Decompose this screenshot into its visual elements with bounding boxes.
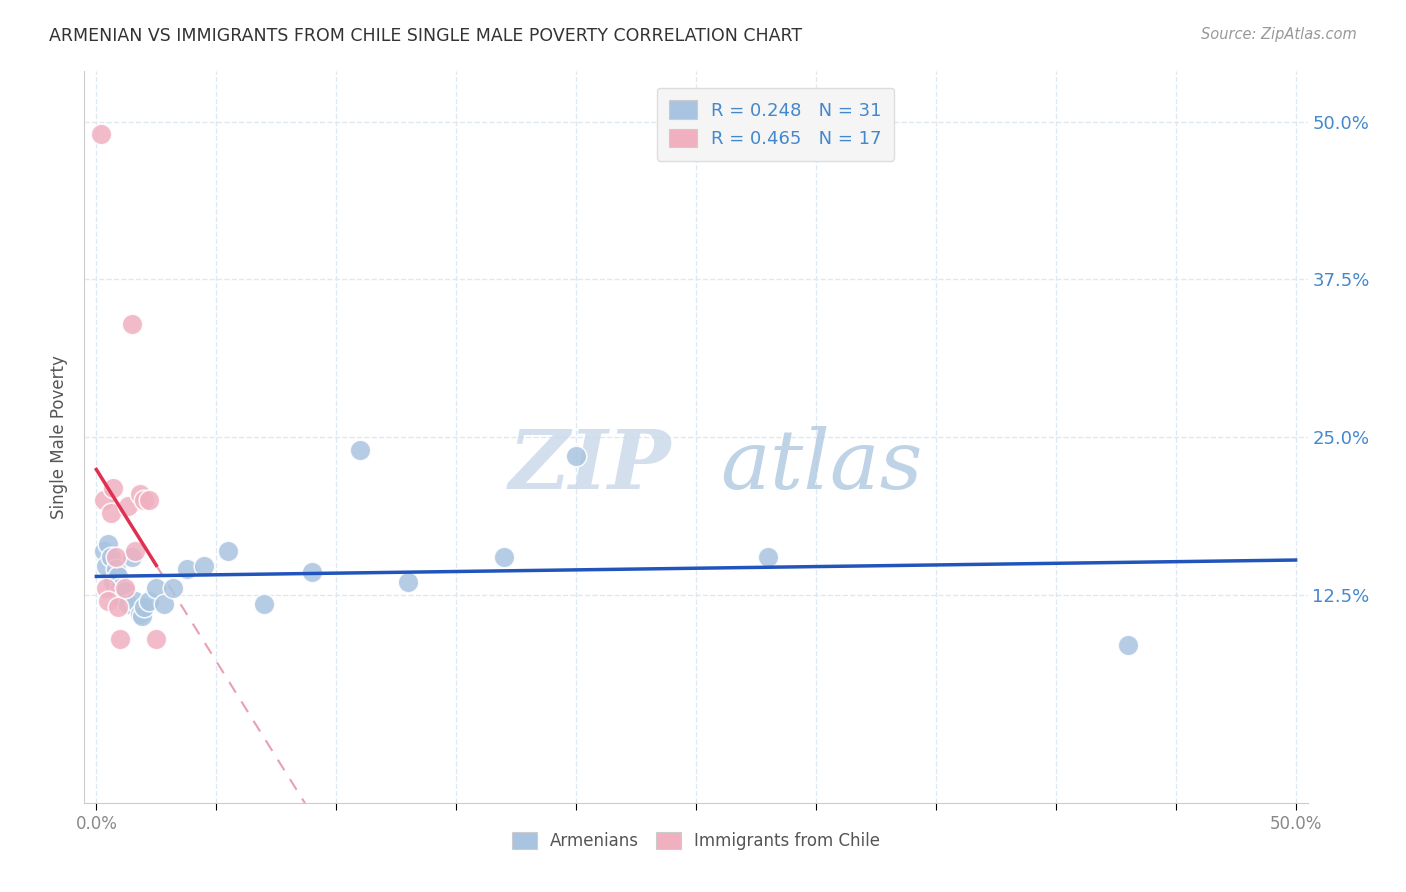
Point: [104, 562, 127, 576]
Text: ARMENIAN VS IMMIGRANTS FROM CHILE SINGLE MALE POVERTY CORRELATION CHART: ARMENIAN VS IMMIGRANTS FROM CHILE SINGLE…: [49, 27, 803, 45]
Point: [131, 609, 153, 624]
Point: [110, 582, 132, 596]
Point: [104, 549, 127, 564]
Point: [349, 442, 371, 457]
Point: [107, 569, 129, 583]
Point: [217, 543, 239, 558]
Point: [97, 537, 120, 551]
Point: [124, 543, 146, 558]
Point: [253, 597, 276, 611]
Point: [93, 493, 115, 508]
Point: [134, 493, 156, 508]
Point: [121, 549, 143, 564]
Point: [94, 582, 117, 596]
Point: [193, 558, 215, 573]
Point: [756, 549, 779, 564]
Point: [107, 600, 129, 615]
Point: [134, 600, 156, 615]
Point: [176, 562, 198, 576]
Point: [117, 597, 139, 611]
Point: [124, 594, 146, 608]
Legend: Armenians, Immigrants from Chile: Armenians, Immigrants from Chile: [505, 825, 887, 856]
Point: [138, 594, 160, 608]
Point: [117, 500, 139, 514]
Point: [114, 582, 136, 596]
Point: [101, 481, 124, 495]
Point: [93, 543, 115, 558]
Point: [94, 558, 117, 573]
Point: [1116, 638, 1139, 652]
Point: [162, 582, 184, 596]
Point: [100, 506, 122, 520]
Point: [396, 575, 419, 590]
Point: [565, 449, 588, 463]
Point: [100, 549, 122, 564]
Point: [494, 549, 516, 564]
Point: [97, 594, 120, 608]
Point: [90, 128, 112, 142]
Point: [101, 575, 124, 590]
Point: [128, 607, 150, 621]
Y-axis label: Single Male Poverty: Single Male Poverty: [51, 355, 69, 519]
Text: ZIP: ZIP: [509, 426, 672, 507]
Point: [138, 493, 160, 508]
Point: [128, 487, 150, 501]
Text: atlas: atlas: [720, 426, 922, 507]
Point: [152, 597, 174, 611]
Point: [114, 583, 136, 598]
Point: [145, 632, 167, 646]
Point: [121, 317, 143, 331]
Point: [110, 588, 132, 602]
Point: [301, 565, 323, 579]
Text: Source: ZipAtlas.com: Source: ZipAtlas.com: [1201, 27, 1357, 42]
Point: [110, 632, 132, 646]
Point: [145, 582, 167, 596]
